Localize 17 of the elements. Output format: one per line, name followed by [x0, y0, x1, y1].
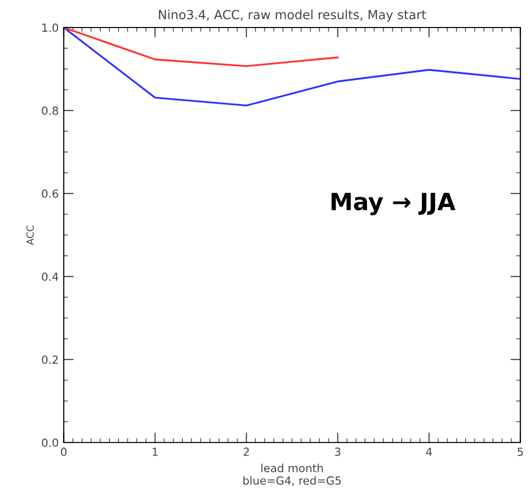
y-tick-label: 0.0: [42, 438, 58, 447]
x-tick-label: 1: [152, 448, 158, 456]
x-tick-label: 0: [60, 448, 67, 456]
line-series: [64, 28, 339, 67]
x-tick-label: 2: [244, 448, 249, 456]
x-tick-label: 5: [518, 448, 523, 456]
x-tick-label: 4: [426, 448, 432, 456]
y-tick-label: 0.4: [42, 272, 58, 281]
y-tick-label: 0.8: [42, 106, 58, 115]
annotation: May → JJA: [332, 192, 456, 216]
x-axis-title: lead month blue=G4, red=G5: [243, 464, 341, 486]
chart-title: Nino3.4, ACC, raw model results, May start: [158, 10, 426, 22]
y-tick-label: 1.0: [42, 23, 58, 32]
y-axis-title: ACC: [26, 226, 34, 245]
y-tick-label: 0.6: [42, 189, 58, 198]
x-tick-label: 3: [335, 448, 340, 456]
y-tick-label: 0.2: [42, 355, 58, 364]
